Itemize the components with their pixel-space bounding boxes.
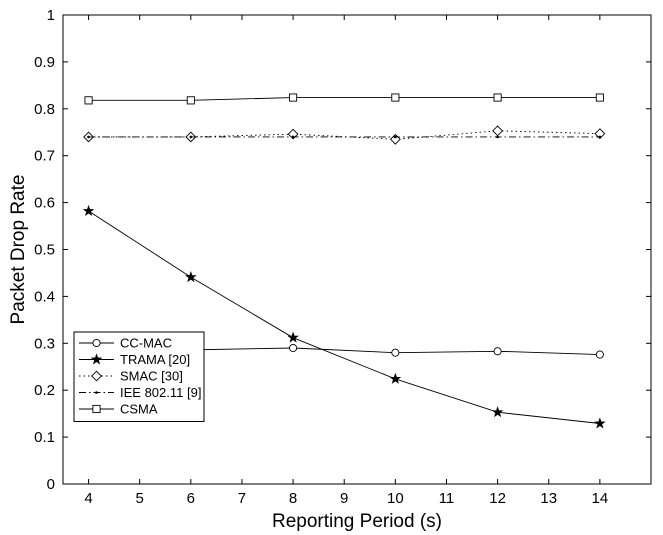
data-point-iee-802-11-9 [598,135,602,139]
legend-label-trama-20: TRAMA [20] [120,352,190,367]
y-tick-label: 0.4 [34,288,55,305]
data-point-trama-20 [185,271,197,283]
x-tick-label: 9 [340,490,348,507]
legend-label-iee-802-11-9: IEE 802.11 [9] [120,385,201,400]
legend-label-smac-30: SMAC [30] [120,369,183,384]
series-trama-20 [82,204,606,429]
data-point-csma [493,93,502,102]
x-tick-label: 12 [489,490,506,507]
y-tick-label: 0.7 [34,148,55,165]
y-tick-label: 0.2 [34,382,55,399]
series-smac-30 [83,125,606,145]
series-iee-802-11-9 [87,135,602,139]
data-point-trama-20 [287,331,299,343]
x-tick-label: 6 [187,490,195,507]
y-tick-label: 0.3 [34,335,55,352]
y-tick-label: 0.6 [34,195,55,212]
data-point-csma [289,93,298,102]
y-tick-label: 0 [47,476,55,493]
data-point-csma [84,96,93,105]
x-tick-label: 13 [540,490,557,507]
series-line-smac-30 [88,130,600,140]
data-point-cc-mac [289,343,298,353]
data-point-iee-802-11-9 [189,135,193,139]
y-tick-label: 0.5 [34,242,55,259]
y-tick-label: 0.8 [34,101,55,118]
legend-marker-cc-mac [92,338,101,348]
series-line-trama-20 [88,210,600,424]
legend-marker-smac-30 [91,370,102,382]
data-point-trama-20 [594,417,606,429]
data-point-smac-30 [594,128,606,140]
data-point-trama-20 [389,372,402,384]
y-axis-label: Packet Drop Rate [8,175,29,325]
data-point-smac-30 [492,125,504,137]
legend-marker-csma [92,404,101,414]
y-tick-label: 1 [47,7,55,24]
y-tick-label: 0.9 [34,54,55,71]
x-tick-label: 11 [439,490,455,507]
axis-ticks: 4 5 6 7 8 9 10 11 12 13 14 0 0.1 0.2 0.3 0.4 0.5 0.6 0.7 0.… [34,7,651,507]
x-tick-label: 14 [592,490,609,507]
x-tick-label: 4 [84,490,92,507]
x-axis-label: Reporting Period (s) [272,511,442,532]
y-tick-label: 0.1 [34,429,55,446]
x-tick-label: 5 [136,490,144,507]
data-point-cc-mac [493,347,502,356]
legend-marker-trama-20 [90,353,103,365]
data-point-cc-mac [391,348,400,357]
series-csma [84,93,604,105]
series-line-csma [88,97,600,101]
legend-label-csma: CSMA [120,402,158,417]
data-point-iee-802-11-9 [496,135,499,139]
x-tick-label: 10 [387,490,404,507]
data-point-trama-20 [491,406,504,418]
data-point-iee-802-11-9 [87,135,90,139]
data-point-csma [391,93,400,102]
data-point-csma [186,96,195,105]
data-point-iee-802-11-9 [291,135,295,139]
data-point-cc-mac [595,350,604,359]
legend-label-cc-mac: CC-MAC [120,336,172,351]
legend-marker-iee-802-11-9 [95,391,98,394]
x-tick-label: 7 [238,490,246,507]
data-point-smac-30 [287,128,299,140]
x-tick-label: 8 [289,490,297,507]
series-group [82,93,606,429]
data-point-iee-802-11-9 [394,135,397,139]
data-point-csma [595,93,604,102]
data-point-trama-20 [82,204,95,216]
